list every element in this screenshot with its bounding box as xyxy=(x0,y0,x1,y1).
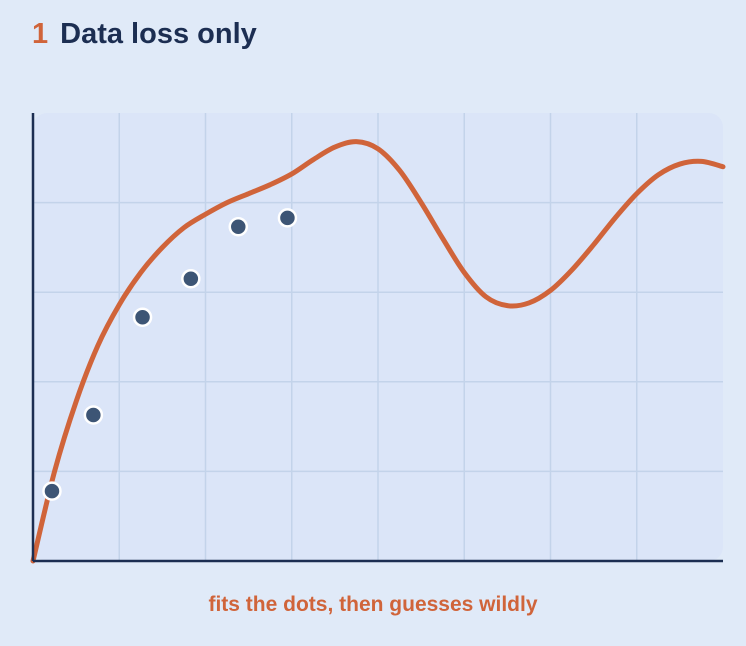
data-point xyxy=(132,307,153,328)
data-point xyxy=(42,481,62,501)
title-text: Data loss only xyxy=(60,18,257,50)
title-number: 1 xyxy=(32,18,49,50)
dots-layer xyxy=(42,208,298,501)
data-point xyxy=(181,269,201,289)
chart-caption: fits the dots, then guesses wildly xyxy=(208,593,538,616)
curve-layer xyxy=(30,139,726,564)
grid xyxy=(33,113,723,561)
data-point xyxy=(228,217,249,237)
data-point xyxy=(277,208,298,228)
chart-title: 1 Data loss only xyxy=(32,14,257,54)
fit-curve xyxy=(30,139,726,564)
data-point xyxy=(83,405,104,425)
